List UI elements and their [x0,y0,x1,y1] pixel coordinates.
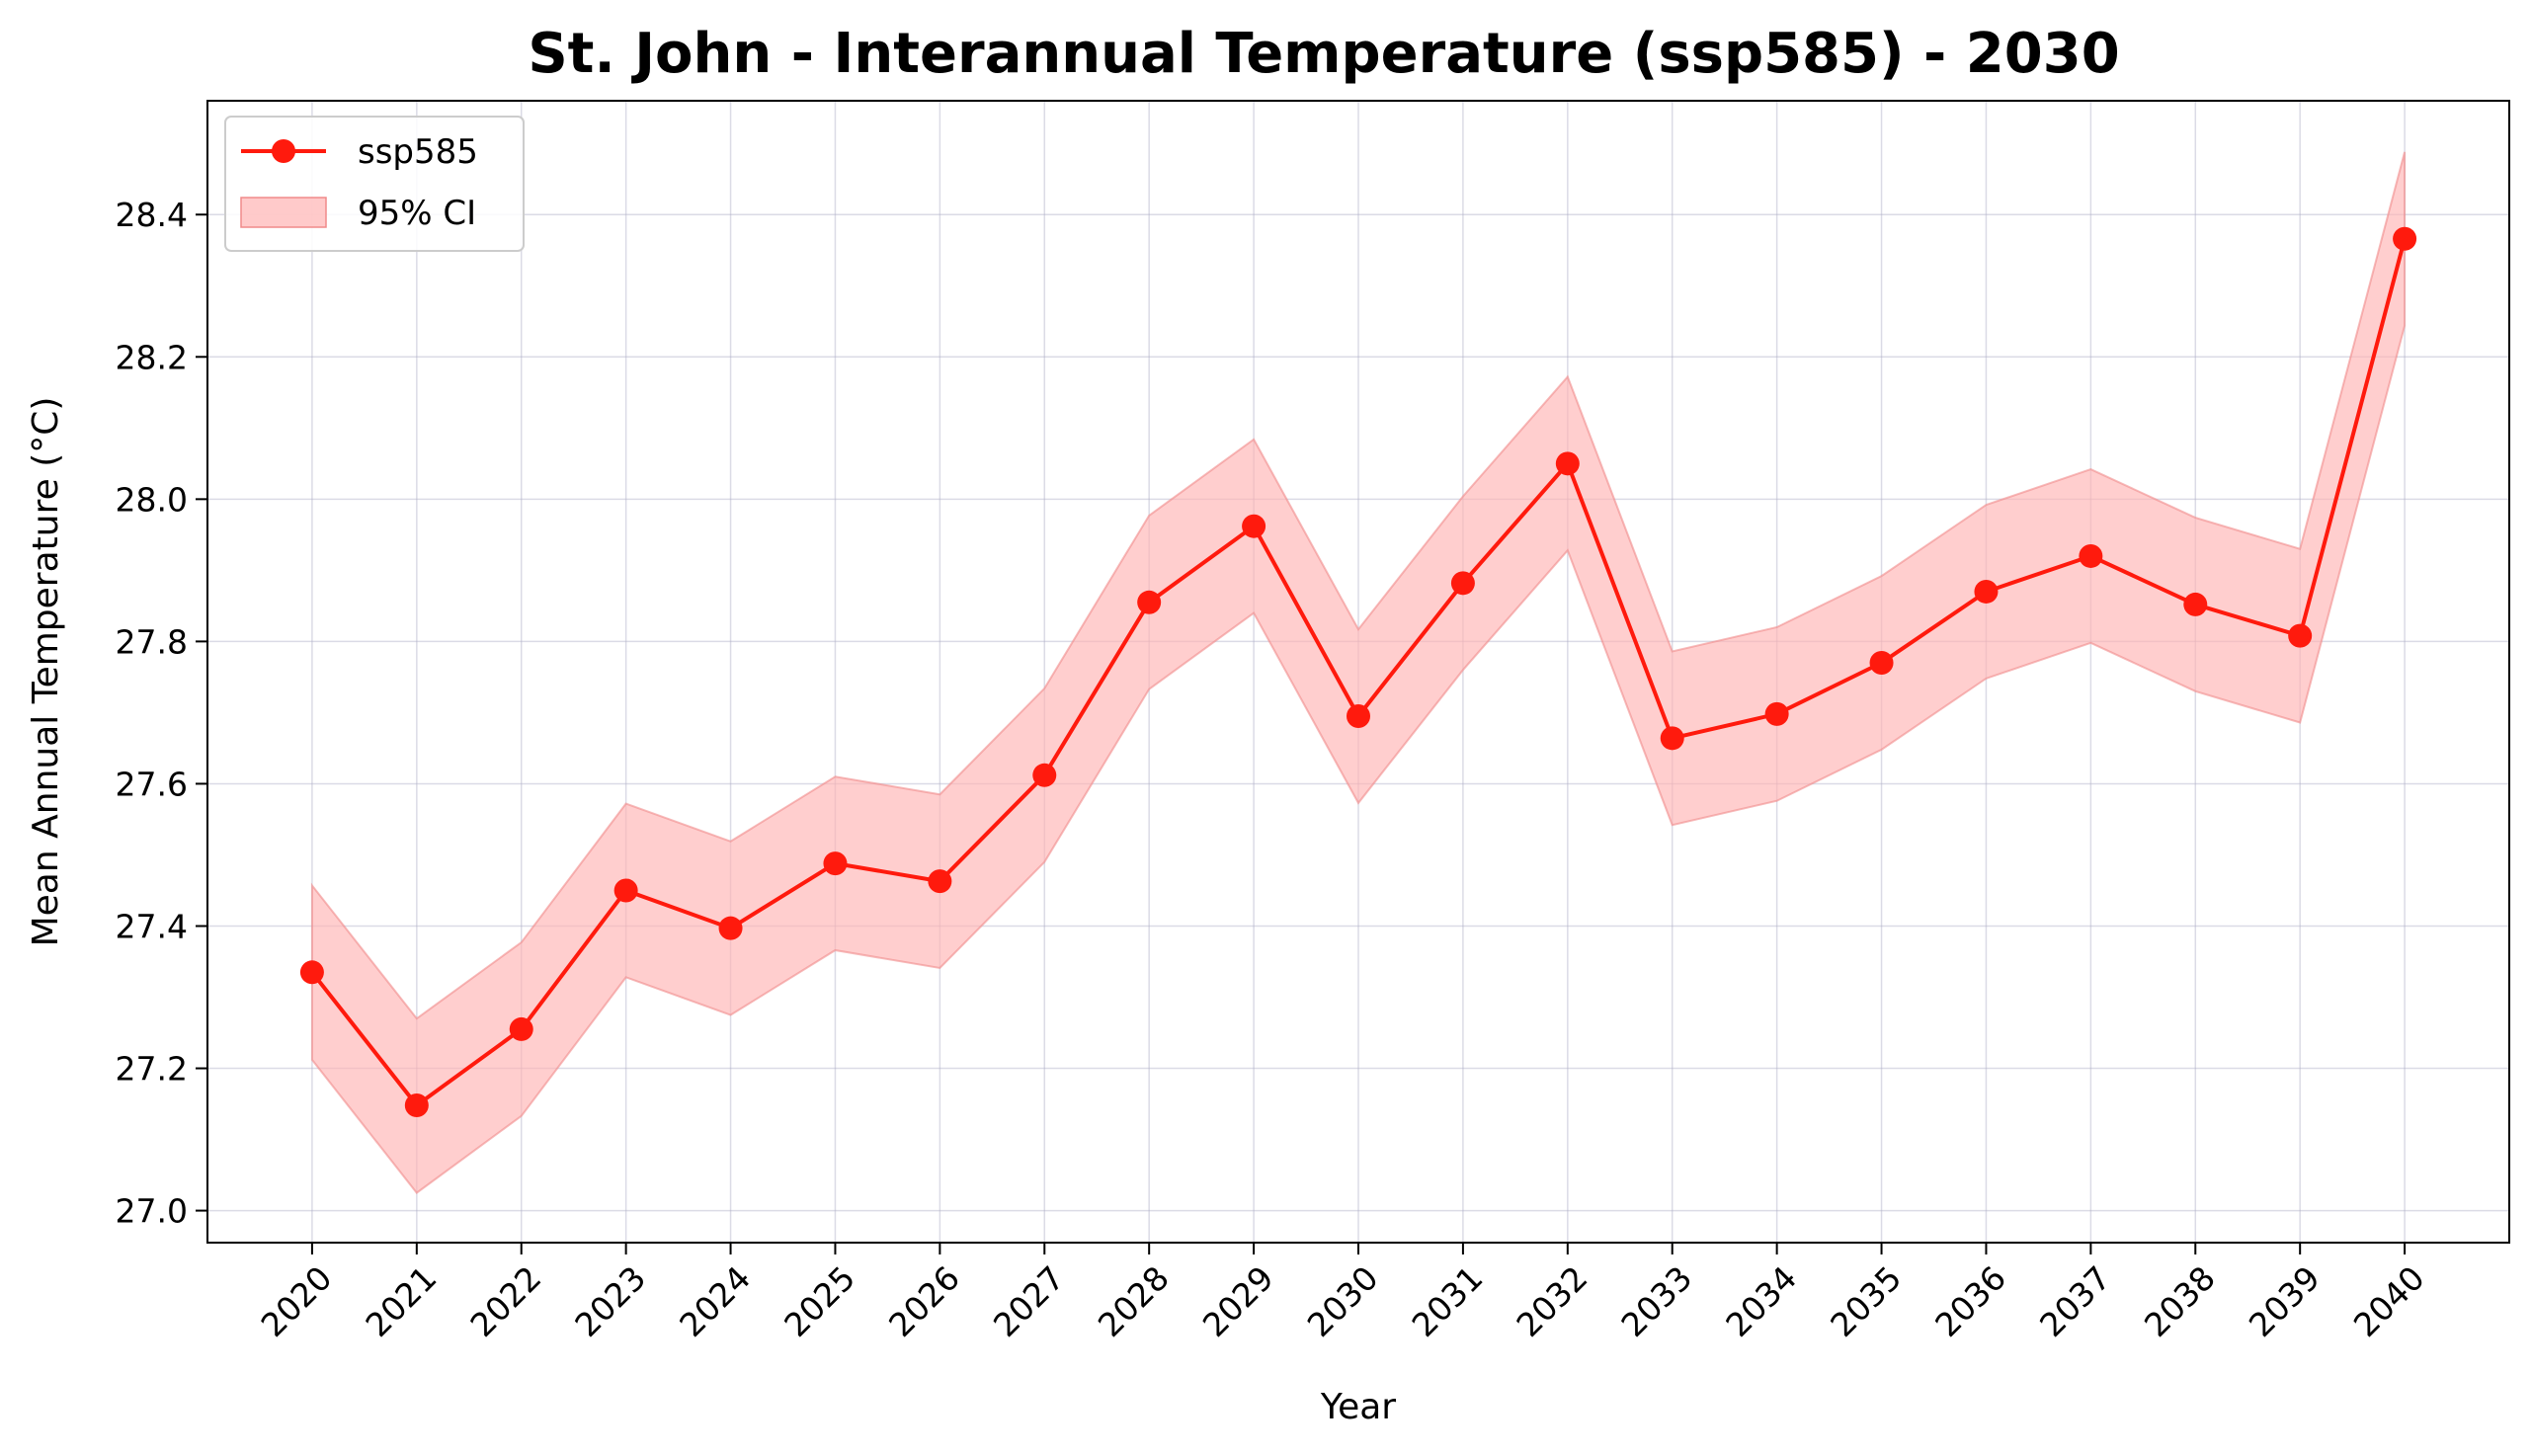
legend-marker-swatch [272,139,295,163]
data-point [2079,543,2103,568]
y-axis-label: Mean Annual Temperature (°C) [26,397,66,947]
ci-band-layer [310,151,2407,1194]
data-point [1137,590,1162,614]
y-tick-label: 28.4 [116,196,188,234]
data-point [404,1092,429,1117]
legend: ssp585 95% CI [224,116,525,252]
y-tick-label: 28.2 [116,338,188,376]
data-point [928,869,952,894]
data-point [1450,571,1475,596]
data-point [613,878,638,903]
data-point [2183,592,2208,616]
y-axis: 27.0 27.2 27.4 27.6 27.8 28.0 28.2 28.4 [116,196,207,1231]
y-tick-label: 28.0 [116,480,188,519]
ci-band [310,151,2407,1194]
chart-title: St. John - Interannual Temperature (ssp5… [528,22,2119,86]
data-point [2393,226,2417,251]
data-point [1660,726,1684,751]
data-point [718,916,743,940]
data-point [1032,763,1057,787]
x-axis-label: Year [1320,1387,1396,1427]
data-point [1242,514,1266,538]
y-tick-label: 27.0 [116,1192,188,1231]
series-layer [299,226,2417,1117]
data-point [1869,650,1894,675]
legend-label-ssp585: ssp585 [358,132,478,172]
y-tick-label: 27.8 [116,622,188,661]
data-point [823,851,848,876]
legend-ci-swatch [240,197,327,228]
y-tick-label: 27.6 [116,765,188,803]
data-point [2288,623,2313,648]
legend-label-ci: 95% CI [358,194,476,233]
data-point [1347,704,1370,729]
y-tick-label: 27.2 [116,1050,188,1089]
y-tick-label: 27.4 [116,907,188,945]
data-point [1555,451,1580,476]
data-point [299,960,324,985]
data-point [509,1016,533,1041]
data-point [1974,579,1999,604]
data-point [1764,701,1789,726]
